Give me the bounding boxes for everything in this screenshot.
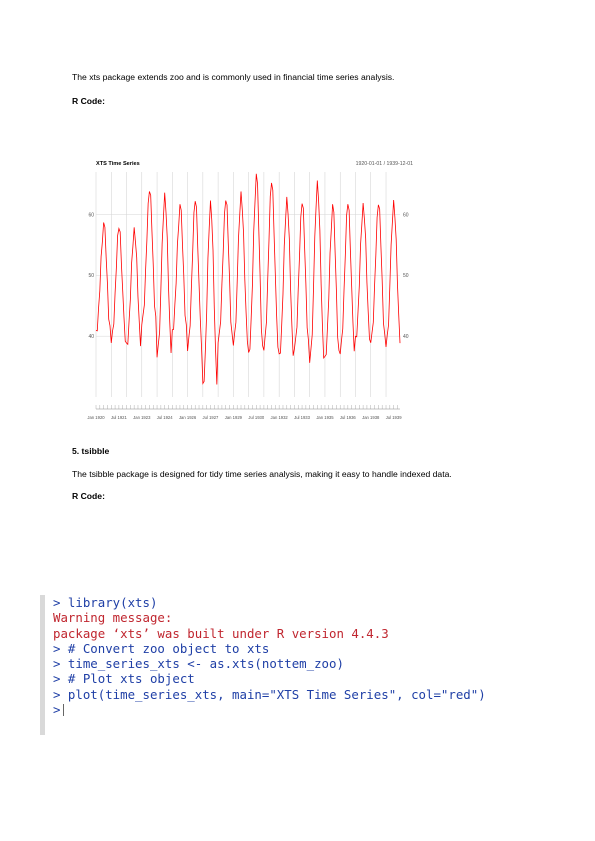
console-line: > plot(time_series_xts, main="XTS Time S… (53, 686, 486, 702)
chart-title: XTS Time Series (96, 161, 140, 167)
console-line: > library(xts) (53, 595, 158, 610)
console-line: > # Convert zoo object to xts (53, 640, 270, 656)
x-tick-label: Jul 1927 (203, 415, 220, 420)
text-cursor (63, 704, 65, 717)
x-tick-label: Jul 1924 (157, 415, 174, 420)
r-code-label-2: R Code: (72, 491, 105, 501)
x-tick-label: Jul 1939 (386, 415, 403, 420)
x-tick-label: Jan 1920 (87, 415, 105, 420)
console-line: Warning message: (53, 610, 173, 626)
y-tick-label-right: 50 (403, 273, 409, 279)
x-tick-label: Jan 1929 (225, 415, 243, 420)
console-line: package ‘xts’ was built under R version … (53, 625, 389, 641)
date-range-label: 1920-01-01 / 1939-12-01 (356, 161, 414, 167)
x-tick-label: Jul 1930 (248, 415, 265, 420)
console-line: > # Plot xts object (53, 671, 195, 687)
x-tick-label: Jan 1935 (316, 415, 334, 420)
x-tick-label: Jan 1923 (133, 415, 151, 420)
y-tick-label-left: 50 (88, 273, 94, 279)
y-tick-label-left: 60 (88, 212, 94, 218)
x-tick-label: Jul 1936 (340, 415, 357, 420)
series-line-nottem (95, 173, 401, 385)
console-prompt[interactable]: > (53, 702, 486, 717)
console-lines: > library(xts) Warning message: package ‘x… (53, 595, 486, 717)
r-code-label: R Code: (72, 96, 105, 106)
y-tick-label-right: 60 (403, 212, 409, 218)
section-heading: 5. tsibble (72, 446, 110, 456)
x-tick-label: Jan 1932 (271, 415, 289, 420)
y-tick-label-right: 40 (403, 334, 409, 340)
tsibble-paragraph: The tsibble package is designed for tidy… (72, 469, 452, 479)
console-gutter (40, 595, 45, 735)
console-line: > time_series_xts <- as.xts(nottem_zoo) (53, 656, 344, 672)
x-tick-label: Jul 1921 (111, 415, 128, 420)
xts-chart: XTS Time Series 1920-01-01 / 1939-12-01 40… (86, 156, 416, 433)
x-tick-label: Jan 1938 (362, 415, 380, 420)
x-tick-label: Jul 1933 (294, 415, 311, 420)
intro-paragraph: The xts package extends zoo and is commo… (72, 72, 395, 82)
r-console: > library(xts) Warning message: package ‘x… (40, 595, 560, 735)
x-tick-label: Jan 1926 (179, 415, 197, 420)
y-tick-label-left: 40 (88, 334, 94, 340)
xts-chart-svg: XTS Time Series 1920-01-01 / 1939-12-01 40… (87, 161, 414, 420)
